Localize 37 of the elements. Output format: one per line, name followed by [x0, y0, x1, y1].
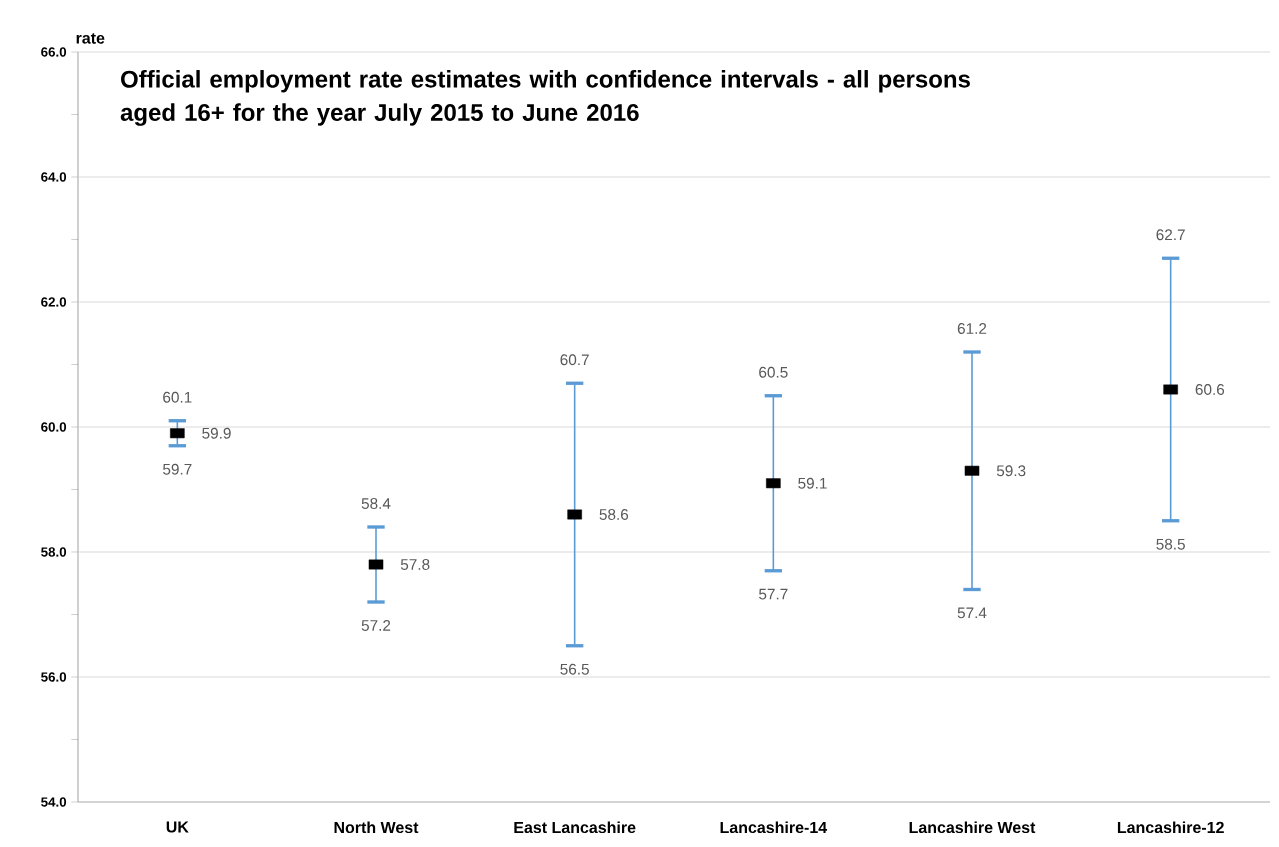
x-tick-label: UK	[166, 821, 189, 833]
x-tick-label: North West	[334, 821, 419, 834]
annotation: 58.5	[1156, 538, 1185, 550]
annotation: 60.1	[163, 391, 192, 403]
annotation: 57.4	[957, 607, 987, 619]
annotation: 60.5	[759, 366, 788, 378]
data-label: 57.8	[400, 559, 430, 570]
annotation: 62.7	[1156, 229, 1185, 241]
annotation: 60.7	[560, 354, 589, 366]
annotation: 61.2	[957, 323, 987, 334]
point	[567, 509, 582, 520]
x-tick-label: East Lancashire	[514, 821, 636, 834]
annotation: 57.2	[361, 620, 391, 631]
point	[766, 478, 781, 489]
annotation: 59.7	[163, 463, 192, 475]
y-tick-label: 58.0	[41, 547, 67, 557]
data-label: 59.3	[996, 465, 1026, 477]
y-tick-label: 60.0	[41, 422, 67, 432]
y-tick-label: 54.0	[41, 797, 67, 807]
annotation: 57.7	[759, 588, 788, 600]
point	[170, 428, 185, 439]
x-tick-label: Lancashire-14	[720, 821, 828, 834]
x-tick-label: Lancashire-12	[1117, 821, 1224, 834]
data-label: 59.1	[798, 477, 827, 489]
annotation: 58.4	[361, 498, 391, 509]
y-tick-label: 62.0	[41, 297, 67, 307]
annotation: 56.5	[560, 663, 589, 675]
data-label: 59.9	[202, 427, 231, 439]
data-label: 58.6	[599, 509, 629, 520]
text: Official employment rate estimates with confidence intervals - all persons aged 16+ for the year July 2015 to June 2016	[120, 70, 970, 126]
y-tick-label: 56.0	[41, 672, 67, 682]
point	[1163, 384, 1178, 395]
x-tick-label: Lancashire West	[909, 821, 1036, 834]
y-tick-label: 66.0	[41, 47, 67, 57]
data-label: 60.6	[1195, 384, 1225, 395]
y-axis-title: rate	[76, 33, 105, 44]
y-tick-label: 64.0	[41, 172, 67, 182]
